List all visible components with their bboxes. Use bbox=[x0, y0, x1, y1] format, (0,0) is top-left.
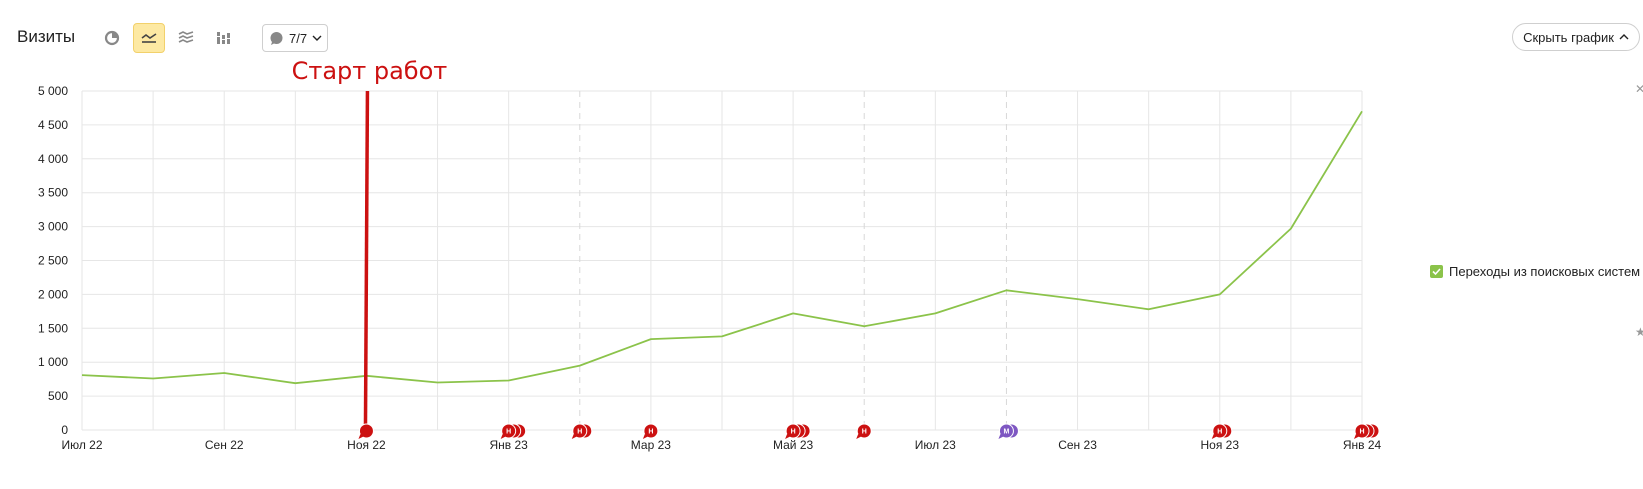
x-tick-label: Сен 23 bbox=[1058, 438, 1097, 452]
annotation-text: Старт работ bbox=[292, 57, 448, 85]
y-tick-label: 2 000 bbox=[38, 287, 68, 301]
marker-circle bbox=[1354, 423, 1370, 439]
bar-chart-icon bbox=[217, 32, 230, 44]
line-chart-icon bbox=[141, 33, 157, 43]
marker-tail bbox=[856, 434, 863, 439]
note-marker: Н bbox=[785, 423, 811, 439]
x-axis-ticks: Июл 22 Сен 22 Ноя 22 Янв 23 Мар 23 Май 23 Июл … bbox=[61, 438, 1381, 452]
series-lines bbox=[81, 110, 1363, 385]
x-tick-label: Ноя 22 bbox=[347, 438, 386, 452]
star-icon: ★ bbox=[1635, 325, 1643, 339]
y-tick-label: 5 000 bbox=[38, 84, 68, 98]
marker-label: Н bbox=[648, 429, 653, 436]
marker-tail bbox=[642, 434, 649, 439]
marker-circle bbox=[998, 423, 1014, 439]
x-tick-label: Янв 24 bbox=[1343, 438, 1382, 452]
x-tick-label: Июл 22 bbox=[61, 438, 102, 452]
marker-circle bbox=[643, 423, 659, 439]
pie-chart-button[interactable] bbox=[96, 23, 128, 53]
y-axis-ticks: 0 500 1 000 1 500 2 000 2 500 3 000 3 500 4 000 4… bbox=[38, 84, 68, 437]
y-tick-label: 1 000 bbox=[38, 355, 68, 369]
notes-filter-button[interactable]: 7/7 bbox=[262, 24, 328, 52]
chevron-up-icon bbox=[1619, 34, 1629, 40]
pie-chart-icon bbox=[104, 30, 120, 46]
marker-label: Н bbox=[577, 429, 582, 436]
marker-label: Н bbox=[1359, 429, 1364, 436]
marker-tail bbox=[785, 434, 792, 439]
note-marker: Н bbox=[1211, 423, 1233, 439]
chevron-down-icon bbox=[312, 35, 322, 41]
chart-toolbar: Визиты 7/7 bbox=[0, 0, 1643, 70]
marker-label: Н bbox=[862, 429, 867, 436]
x-tick-label: Янв 23 bbox=[489, 438, 528, 452]
annotation-layer: Старт работ bbox=[292, 57, 448, 431]
annotation-line bbox=[363, 90, 370, 431]
line-chart-button[interactable] bbox=[133, 23, 165, 53]
bar-chart-button[interactable] bbox=[208, 23, 240, 53]
y-tick-label: 2 500 bbox=[38, 254, 68, 268]
note-marker: Н bbox=[500, 423, 527, 439]
marker-circle bbox=[856, 423, 872, 439]
y-tick-label: 500 bbox=[48, 389, 68, 403]
marker-circle bbox=[501, 423, 517, 439]
chart-title: Визиты bbox=[17, 27, 76, 46]
marker-tail bbox=[500, 434, 507, 439]
marker-tail bbox=[1354, 434, 1360, 439]
chart-grid bbox=[81, 90, 1363, 431]
marker-circle bbox=[1212, 423, 1228, 439]
marker-tail bbox=[358, 434, 365, 439]
notes-count: 7/7 bbox=[289, 30, 308, 46]
marker-tail bbox=[571, 434, 578, 439]
marker-label: Н bbox=[1217, 429, 1222, 436]
marker-circle bbox=[572, 423, 588, 439]
note-marker: Н bbox=[856, 423, 872, 439]
x-tick-label: Мар 23 bbox=[631, 438, 671, 452]
marker-tail bbox=[998, 434, 1005, 439]
hide-chart-label: Скрыть график bbox=[1523, 29, 1614, 45]
marker-circle bbox=[785, 423, 801, 439]
note-marker: М bbox=[998, 423, 1019, 439]
marker-tail bbox=[1211, 434, 1218, 439]
y-tick-label: 3 500 bbox=[38, 186, 68, 200]
marker-label: М bbox=[1004, 429, 1010, 436]
marker-label: Н bbox=[791, 429, 796, 436]
area-chart-button[interactable] bbox=[170, 23, 202, 53]
close-icon[interactable]: ✕ bbox=[1635, 82, 1643, 96]
y-tick-label: 0 bbox=[61, 423, 68, 437]
x-tick-label: Май 23 bbox=[773, 438, 814, 452]
x-tick-label: Июл 23 bbox=[915, 438, 956, 452]
legend-label: Переходы из поисковых систем bbox=[1449, 264, 1641, 279]
area-chart-icon bbox=[178, 31, 194, 43]
y-tick-label: 4 000 bbox=[38, 152, 68, 166]
legend-item[interactable]: Переходы из поисковых систем bbox=[1430, 264, 1640, 279]
series-line bbox=[81, 110, 1363, 385]
checkbox-icon[interactable] bbox=[1430, 265, 1443, 278]
note-marker: Н bbox=[1354, 423, 1380, 439]
note-marker: Н bbox=[571, 423, 593, 439]
note-marker: Н bbox=[642, 423, 659, 439]
y-tick-label: 4 500 bbox=[38, 118, 68, 132]
x-tick-label: Ноя 23 bbox=[1201, 438, 1240, 452]
y-tick-label: 1 500 bbox=[38, 321, 68, 335]
x-tick-label: Сен 22 bbox=[205, 438, 244, 452]
hide-chart-button[interactable]: Скрыть график bbox=[1512, 23, 1640, 51]
note-marker bbox=[358, 423, 374, 439]
speech-bubble-icon bbox=[270, 31, 283, 45]
marker-circle bbox=[358, 423, 374, 439]
y-tick-label: 3 000 bbox=[38, 220, 68, 234]
marker-label: Н bbox=[506, 429, 511, 436]
